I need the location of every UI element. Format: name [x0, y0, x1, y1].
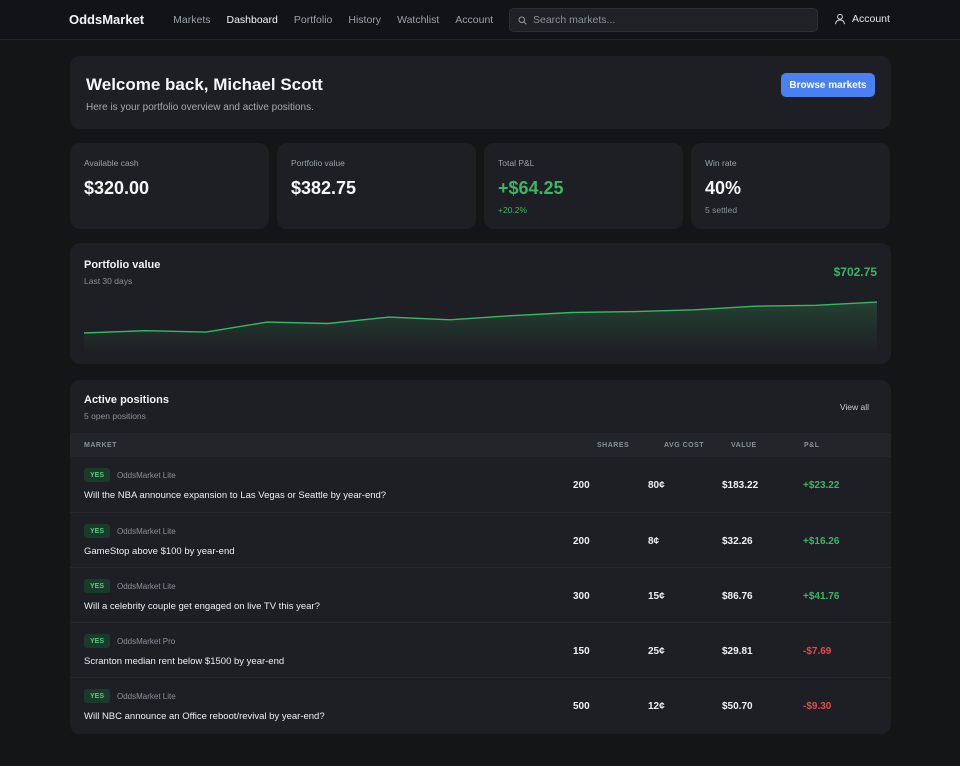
stat-label: Total P&L: [498, 158, 535, 168]
col-pnl: P&L: [804, 442, 820, 449]
table-row[interactable]: YES OddsMarket Pro Scranton median rent …: [70, 622, 891, 677]
table-row[interactable]: YES OddsMarket Lite Will the NBA announc…: [70, 457, 891, 512]
table-row[interactable]: YES OddsMarket Lite Will NBC announce an…: [70, 677, 891, 732]
account-label: Account: [852, 13, 890, 25]
pnl-cell: +$23.22: [803, 480, 840, 491]
pnl-cell: +$16.26: [803, 536, 840, 547]
positions-subtitle: 5 open positions: [84, 411, 146, 421]
active-positions-card: Active positions 5 open positions View a…: [70, 380, 891, 734]
account-menu[interactable]: Account: [834, 13, 890, 25]
table-row[interactable]: YES OddsMarket Lite GameStop above $100 …: [70, 512, 891, 567]
search-box[interactable]: [509, 8, 818, 32]
market-question: Will the NBA announce expansion to Las V…: [84, 490, 387, 501]
value-cell: $183.22: [722, 480, 759, 491]
stat-value: +$64.25: [498, 178, 564, 198]
positions-title: Active positions: [84, 394, 169, 406]
market-question: Will a celebrity couple get engaged on l…: [84, 601, 320, 612]
value-cell: $29.81: [722, 646, 753, 657]
stat-sub: 5 settled: [705, 205, 738, 215]
stat-label: Available cash: [84, 158, 139, 168]
nav-link-account[interactable]: Account: [455, 13, 494, 26]
market-question: Will NBC announce an Office reboot/reviv…: [84, 711, 325, 722]
stat-label: Win rate: [705, 158, 737, 168]
shares-cell: 150: [573, 646, 590, 657]
side-badge: YES: [84, 634, 111, 648]
nav-link-history[interactable]: History: [348, 13, 382, 26]
welcome-title: Welcome back, Michael Scott: [86, 75, 323, 94]
stat-portfolio-value: Portfolio value $382.75: [277, 143, 476, 229]
pnl-cell: +$41.76: [803, 591, 840, 602]
search-icon: [518, 15, 527, 25]
portfolio-line-chart: [84, 301, 877, 353]
user-icon: [835, 13, 845, 25]
main-content: Welcome back, Michael Scott Here is your…: [70, 56, 891, 734]
table-header: MARKET SHARES AVG COST VALUE P&L: [70, 433, 891, 457]
welcome-subtitle: Here is your portfolio overview and acti…: [86, 102, 314, 113]
market-source: OddsMarket Lite: [117, 692, 176, 701]
chart-title: Portfolio value: [84, 259, 161, 271]
search-input[interactable]: [533, 14, 803, 26]
nav-link-dashboard[interactable]: Dashboard: [226, 13, 278, 26]
pnl-cell: -$9.30: [803, 701, 832, 712]
col-value: VALUE: [731, 442, 757, 449]
shares-cell: 500: [573, 701, 590, 712]
side-badge: YES: [84, 689, 111, 703]
stat-win-rate: Win rate 40% 5 settled: [691, 143, 890, 229]
stat-label: Portfolio value: [291, 158, 345, 168]
top-nav: OddsMarket Markets Dashboard Portfolio H…: [0, 0, 960, 40]
brand-logo[interactable]: OddsMarket: [69, 12, 145, 27]
nav-link-portfolio[interactable]: Portfolio: [293, 13, 333, 26]
table-row[interactable]: YES OddsMarket Lite Will a celebrity cou…: [70, 567, 891, 622]
nav-link-watchlist[interactable]: Watchlist: [397, 13, 440, 26]
browse-markets-button[interactable]: Browse markets: [781, 73, 875, 97]
col-avg-cost: AVG COST: [664, 442, 705, 449]
side-badge: YES: [84, 524, 111, 538]
market-question: GameStop above $100 by year-end: [84, 546, 235, 557]
value-cell: $32.26: [722, 536, 753, 547]
market-source: OddsMarket Lite: [117, 582, 176, 591]
market-question: Scranton median rent below $1500 by year…: [84, 656, 285, 667]
shares-cell: 200: [573, 536, 590, 547]
stat-available-cash: Available cash $320.00: [70, 143, 269, 229]
welcome-card: Welcome back, Michael Scott Here is your…: [70, 56, 891, 129]
view-all-link[interactable]: View all: [839, 402, 869, 412]
market-source: OddsMarket Pro: [117, 637, 176, 646]
nav-links: Markets Dashboard Portfolio History Watc…: [173, 14, 509, 26]
market-source: OddsMarket Lite: [117, 471, 176, 480]
avg-cost-cell: 15¢: [648, 591, 665, 602]
col-shares: SHARES: [597, 442, 630, 449]
chart-series-line: [84, 301, 877, 334]
avg-cost-cell: 25¢: [648, 646, 665, 657]
stat-value: 40%: [705, 178, 742, 198]
market-source: OddsMarket Lite: [117, 527, 176, 536]
avg-cost-cell: 80¢: [648, 480, 665, 491]
col-market: MARKET: [84, 442, 117, 449]
nav-link-markets[interactable]: Markets: [173, 13, 211, 26]
portfolio-chart-card: Portfolio value Last 30 days $702.75: [70, 243, 891, 364]
chart-subtitle: Last 30 days: [84, 276, 133, 286]
stat-value: $382.75: [291, 178, 357, 198]
chart-area-fill: [84, 302, 877, 353]
value-cell: $50.70: [722, 701, 753, 712]
pnl-cell: -$7.69: [803, 646, 832, 657]
shares-cell: 300: [573, 591, 590, 602]
stat-sub: +20.2%: [498, 205, 528, 215]
positions-header: Active positions 5 open positions View a…: [70, 380, 891, 433]
stat-value: $320.00: [84, 178, 150, 198]
side-badge: YES: [84, 468, 111, 482]
stat-total-pnl: Total P&L +$64.25 +20.2%: [484, 143, 683, 229]
side-badge: YES: [84, 579, 111, 593]
chart-total-value: $702.75: [833, 265, 877, 279]
stats-row: Available cash $320.00 Portfolio value $…: [70, 143, 891, 229]
shares-cell: 200: [573, 480, 590, 491]
value-cell: $86.76: [722, 591, 753, 602]
avg-cost-cell: 12¢: [648, 701, 665, 712]
avg-cost-cell: 8¢: [648, 536, 660, 547]
positions-table-body: YES OddsMarket Lite Will the NBA announc…: [70, 457, 891, 732]
